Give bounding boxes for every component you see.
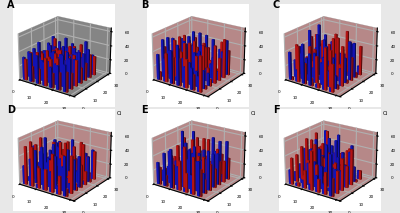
Text: E: E xyxy=(141,105,147,115)
Y-axis label: Ci: Ci xyxy=(251,111,256,116)
Text: C: C xyxy=(273,0,280,10)
Text: A: A xyxy=(7,0,14,10)
Text: B: B xyxy=(141,0,148,10)
X-axis label: Cj: Cj xyxy=(290,119,295,124)
X-axis label: Cj: Cj xyxy=(24,119,29,124)
Y-axis label: Ci: Ci xyxy=(117,111,122,116)
Text: D: D xyxy=(7,105,15,115)
Y-axis label: Ci: Ci xyxy=(383,111,388,116)
X-axis label: Cj: Cj xyxy=(158,119,163,124)
Text: F: F xyxy=(273,105,279,115)
